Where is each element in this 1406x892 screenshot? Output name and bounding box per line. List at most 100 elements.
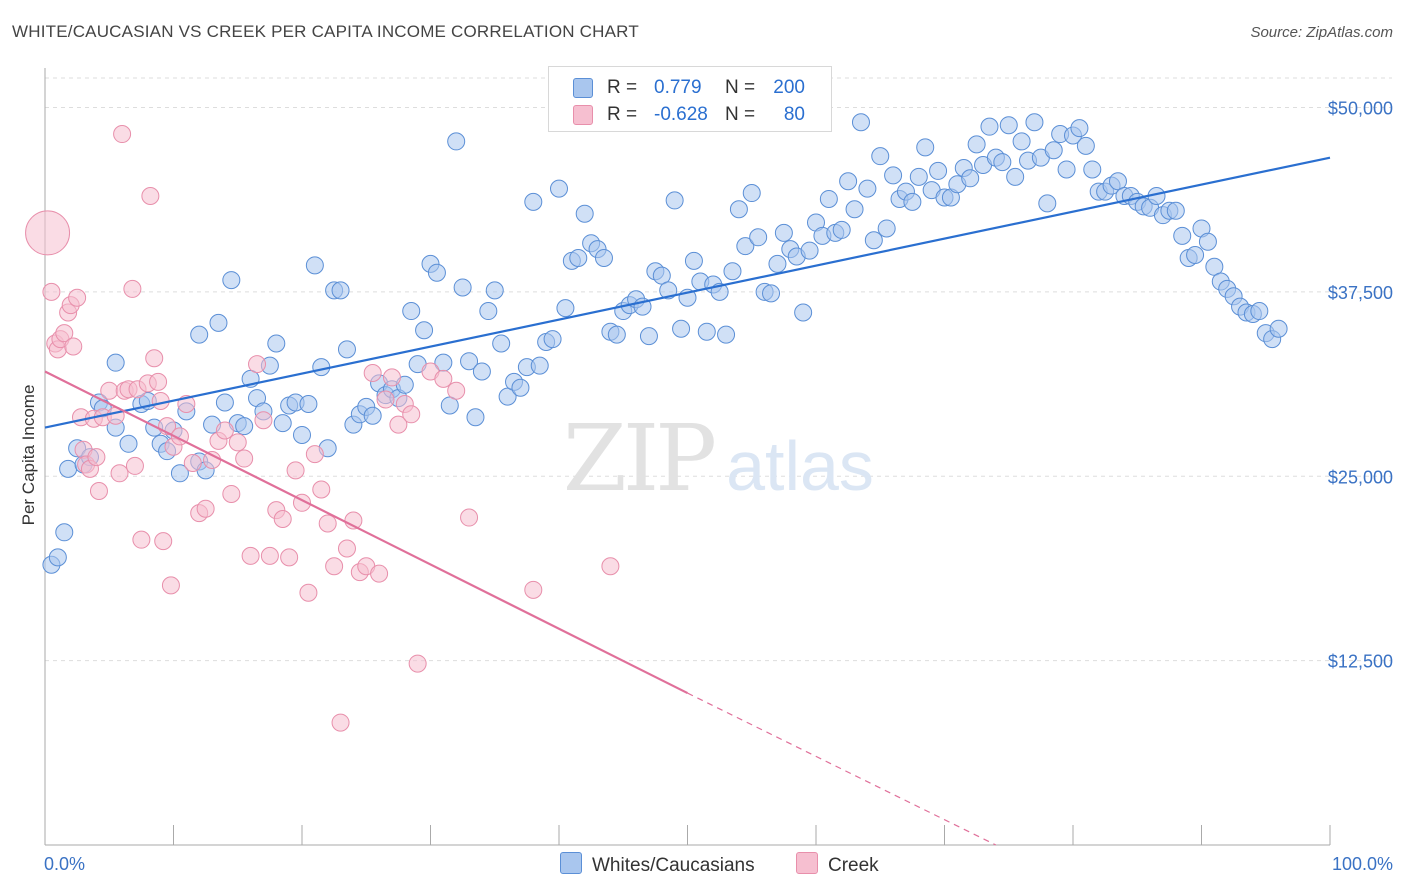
axes [44, 68, 1331, 846]
data-point-whites [594, 248, 613, 267]
watermark: ZIP atlas [563, 405, 874, 512]
data-point-creek [402, 405, 421, 424]
data-point-whites [774, 223, 793, 242]
data-point-creek [280, 548, 299, 567]
data-point-whites [980, 117, 999, 136]
y-tick-label: $37,500 [1328, 283, 1393, 303]
data-point-creek [370, 564, 389, 583]
legend-swatch-blue [573, 78, 593, 98]
trend-line-creek [44, 370, 688, 695]
data-point-creek [64, 337, 83, 356]
data-point-whites [299, 394, 318, 413]
data-point-whites [524, 192, 543, 211]
data-point-creek [125, 456, 144, 475]
bottom-legend-label-creek: Creek [828, 855, 879, 876]
data-point-whites [190, 325, 209, 344]
data-point-creek [460, 508, 479, 527]
data-point-whites [903, 192, 922, 211]
data-point-creek [248, 355, 267, 374]
data-point-whites [460, 352, 479, 371]
data-point-creek [113, 125, 132, 144]
data-point-creek [123, 279, 142, 298]
data-point-whites [684, 251, 703, 270]
data-point-whites [556, 299, 575, 318]
trend-line-creek-extension [687, 692, 997, 846]
data-point-whites [871, 147, 890, 166]
data-point-whites [607, 325, 626, 344]
data-point-creek [331, 713, 350, 732]
data-point-whites [800, 241, 819, 260]
data-point-whites [427, 263, 446, 282]
data-point-creek [434, 369, 453, 388]
data-point-creek [215, 421, 234, 440]
data-point-whites [877, 219, 896, 238]
data-point-whites [511, 378, 530, 397]
data-point-creek [254, 411, 273, 430]
data-point-creek [68, 288, 87, 307]
data-point-whites [639, 327, 658, 346]
data-point-whites [1186, 246, 1205, 264]
data-point-creek [25, 210, 71, 256]
data-point-creek [55, 324, 74, 343]
watermark-atlas: atlas [726, 427, 874, 505]
data-point-whites [884, 166, 903, 185]
legend-r-label: R = [607, 104, 638, 125]
data-point-whites [1250, 302, 1269, 321]
data-point-whites [993, 153, 1012, 172]
data-point-whites [1269, 319, 1288, 338]
data-point-whites [235, 417, 254, 436]
data-point-creek [363, 364, 382, 382]
data-point-whites [530, 356, 549, 375]
data-point-creek [305, 445, 324, 464]
legend-r-value: 0.779 [654, 77, 702, 98]
legend-row-creek: R = -0.628 N = 80 [549, 101, 831, 129]
data-point-creek [149, 372, 168, 391]
data-point-creek [376, 390, 395, 409]
data-point-whites [742, 184, 761, 203]
data-point-creek [325, 557, 344, 576]
data-point-whites [665, 191, 684, 210]
data-point-whites [768, 254, 787, 273]
data-point-creek [87, 448, 106, 467]
watermark-zip: ZIP [563, 405, 714, 512]
data-point-whites [337, 340, 356, 359]
bottom-legend-creek: Creek [796, 852, 879, 877]
data-point-whites [209, 313, 228, 332]
y-axis-label: Per Capita Income [19, 385, 38, 526]
data-point-whites [1166, 201, 1185, 220]
trend-lines [44, 156, 1331, 846]
y-tick-label: $25,000 [1328, 467, 1393, 487]
bottom-legend-label-whites: Whites/Caucasians [592, 855, 755, 876]
data-point-creek [382, 368, 401, 387]
legend-n-label: N = [725, 77, 756, 98]
data-point-whites [1070, 119, 1089, 138]
data-point-whites [273, 414, 292, 433]
legend-swatch-pink [573, 105, 593, 125]
series-creek-points [25, 125, 620, 732]
data-point-creek [145, 349, 164, 368]
data-point-whites [1025, 113, 1044, 132]
legend-r-value: -0.628 [654, 104, 708, 125]
data-point-whites [305, 256, 324, 275]
data-point-creek [524, 580, 543, 599]
data-point-whites [723, 262, 742, 281]
data-point-whites [729, 200, 748, 219]
data-point-creek [154, 532, 173, 551]
data-point-whites [543, 330, 562, 349]
data-point-whites [267, 334, 286, 353]
data-point-whites [909, 167, 928, 186]
data-point-creek [312, 480, 331, 499]
data-point-whites [575, 204, 594, 223]
data-point-whites [736, 237, 755, 256]
data-point-whites [215, 393, 234, 412]
data-point-whites [762, 284, 781, 303]
data-point-creek [141, 187, 160, 205]
data-point-whites [697, 322, 716, 341]
data-point-whites [170, 464, 189, 483]
data-point-creek [110, 464, 129, 483]
tick-labels: $12,500 $25,000 $37,500 $50,000 0.0% 100.0% [44, 99, 1393, 875]
data-point-creek [601, 557, 620, 576]
data-point-creek [100, 381, 119, 400]
data-point-creek [447, 381, 466, 400]
